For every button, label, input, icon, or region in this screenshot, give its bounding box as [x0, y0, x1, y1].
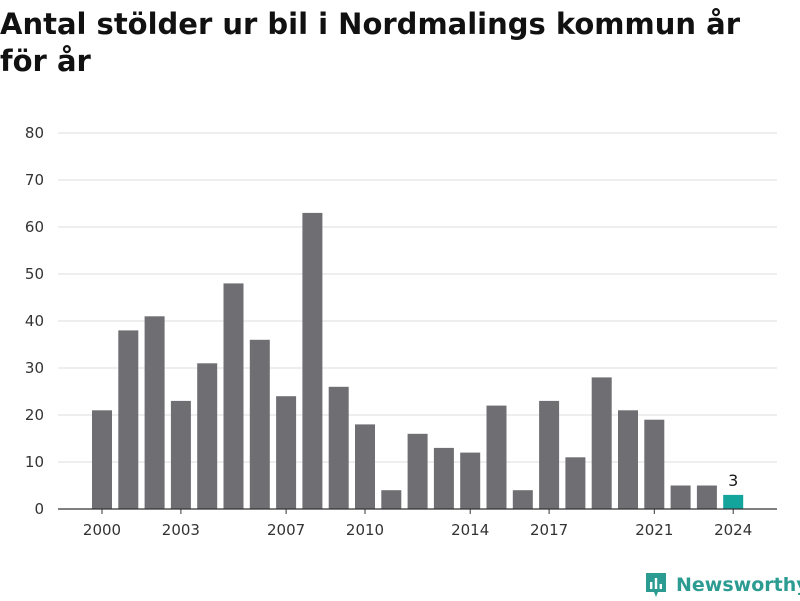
brand-logo[interactable]: Newsworthy — [644, 569, 800, 601]
bar-2000 — [92, 410, 112, 509]
bar-2002 — [144, 316, 165, 509]
y-tick-label: 10 — [25, 453, 44, 471]
bar-2022 — [670, 485, 691, 509]
bar-2008 — [302, 212, 323, 509]
chart-title: Antal stölder ur bil i Nordmalings kommu… — [0, 7, 740, 78]
data-label-2024: 3 — [728, 471, 738, 490]
bar-2010 — [355, 424, 375, 509]
bar-2019 — [591, 377, 612, 509]
x-tick-label: 2007 — [267, 521, 305, 539]
bar-2014 — [460, 452, 481, 509]
data-labels: 3 — [728, 471, 738, 490]
x-tick-label: 2000 — [83, 521, 121, 539]
gridlines — [58, 132, 777, 463]
bar-2001 — [118, 330, 139, 509]
bar-2003 — [170, 400, 191, 509]
x-tick-label: 2024 — [714, 521, 752, 539]
bar-2016 — [512, 490, 533, 509]
x-tick-label: 2021 — [635, 521, 673, 539]
x-tick-label: 2003 — [162, 521, 200, 539]
y-tick-label: 40 — [25, 312, 44, 330]
y-tick-label: 30 — [25, 359, 44, 377]
y-tick-label: 60 — [25, 218, 44, 236]
bar-2024 — [723, 494, 744, 509]
y-tick-label: 20 — [25, 406, 44, 424]
bar-2021 — [644, 419, 665, 509]
bar-2009 — [328, 386, 349, 509]
bar-2020 — [618, 410, 638, 509]
bars — [92, 212, 744, 509]
newsworthy-logo-icon — [646, 573, 666, 597]
bar-2007 — [276, 396, 297, 509]
y-tick-label: 80 — [25, 124, 44, 142]
bar-2005 — [223, 283, 244, 509]
bar-2006 — [249, 339, 270, 509]
x-tick-label: 2014 — [451, 521, 489, 539]
x-axis-ticks: 2000 2003 2007 2010 2014 2017 2021 2024 — [83, 509, 752, 539]
y-tick-label: 0 — [34, 500, 44, 518]
bar-2018 — [565, 457, 586, 509]
y-tick-label: 50 — [25, 265, 44, 283]
x-tick-label: 2010 — [346, 521, 384, 539]
bar-2013 — [433, 447, 454, 509]
bar-2017 — [539, 400, 560, 509]
bar-2012 — [407, 433, 428, 509]
y-tick-label: 70 — [25, 171, 44, 189]
bar-2023 — [696, 485, 717, 509]
bar-2011 — [381, 490, 402, 509]
x-tick-label: 2017 — [530, 521, 568, 539]
bar-2004 — [197, 363, 218, 509]
bar-2015 — [486, 405, 507, 509]
brand-name: Newsworthy — [676, 574, 800, 596]
y-axis-ticks: 0 10 20 30 40 50 60 70 80 — [25, 124, 44, 518]
